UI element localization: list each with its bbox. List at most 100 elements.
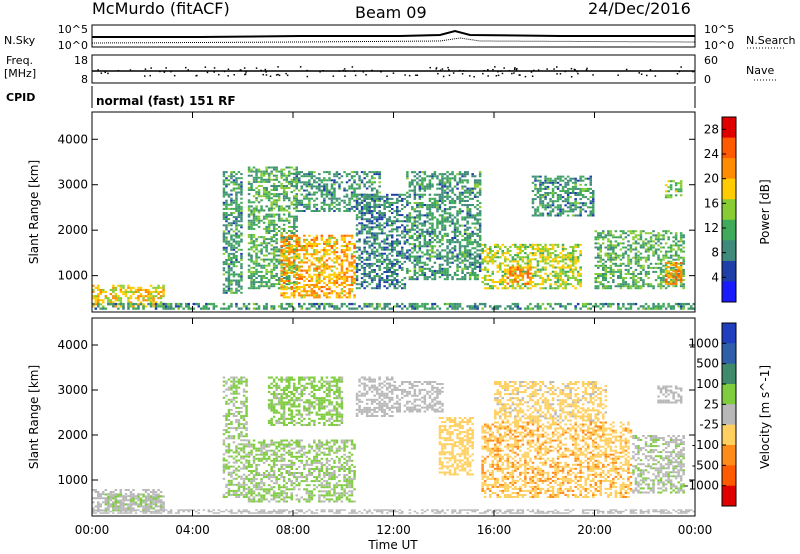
data-cell [476,185,479,188]
data-cell [227,214,231,216]
data-cell [624,250,628,253]
data-cell [380,197,384,200]
data-cell [300,305,303,308]
data-cell [368,171,371,174]
data-cell [483,274,487,277]
data-cell [466,181,469,184]
data-cell [330,269,334,272]
data-cell [282,230,286,232]
data-cell [406,216,409,219]
data-cell [288,238,291,241]
data-cell [247,219,251,222]
data-cell [539,185,542,188]
data-cell [298,255,301,258]
data-cell [576,302,580,306]
data-cell [524,262,527,265]
data-cell [280,168,283,171]
data-cell [247,180,251,183]
data-cell [315,279,319,282]
data-cell [358,222,361,225]
data-cell [491,285,494,288]
data-cell [360,171,364,174]
data-cell [235,173,238,176]
data-cell [521,276,525,279]
data-cell [509,285,512,288]
data-cell [514,274,517,277]
data-cell [257,168,261,171]
data-cell [370,197,374,200]
data-cell [235,287,238,290]
data-cell [257,262,261,265]
data-cell [265,227,268,230]
data-cell [682,307,685,310]
data-cell [365,226,369,229]
data-cell [551,183,555,186]
data-cell [483,250,487,253]
data-cell [391,264,394,267]
data-cell [285,180,288,183]
data-cell [458,261,462,264]
data-cell [576,270,580,273]
data-cell [288,275,291,277]
data-cell [441,210,444,213]
data-cell [411,307,414,310]
data-cell [549,214,552,217]
data-cell [295,266,298,269]
data-cell [516,260,520,263]
data-cell [290,288,293,291]
data-cell [619,234,623,237]
data-cell [152,303,155,306]
data-cell [350,191,354,194]
data-cell [393,228,396,231]
data-cell [295,171,298,174]
data-cell [443,278,447,281]
data-cell [476,232,479,235]
data-cell [293,189,296,192]
data-cell [516,274,520,277]
data-cell [556,208,560,211]
data-cell [403,277,407,280]
data-cell [330,183,334,186]
data-cell [418,171,422,174]
data-cell [315,253,319,256]
data-cell [288,263,291,266]
data-cell [554,185,557,188]
data-cell [393,285,396,288]
data-cell [222,307,226,310]
data-cell [461,175,464,178]
data-cell [280,238,283,241]
data-cell [589,175,592,178]
data-cell [386,279,389,282]
data-cell [451,220,454,223]
data-cell [624,307,628,310]
data-cell [569,245,572,248]
data-cell [431,307,434,310]
data-cell [597,285,600,288]
data-cell [282,286,286,289]
data-cell [401,262,404,265]
data-cell [478,187,482,190]
data-cell [534,214,537,217]
data-cell [282,294,286,297]
data-cell [476,276,479,279]
data-cell [516,307,520,310]
data-cell [94,297,97,300]
data-cell [185,305,188,308]
data-cell [559,274,562,277]
data-cell [571,181,575,184]
data-cell [288,219,291,222]
data-cell [559,305,562,308]
data-cell [300,199,303,202]
data-cell [406,230,409,233]
data-cell [609,273,613,275]
data-cell [652,307,655,310]
data-cell [438,230,442,233]
data-cell [609,287,613,290]
data-cell [285,286,288,289]
data-cell [119,301,123,304]
data-cell [396,197,399,200]
data-cell [247,236,251,239]
data-cell [473,257,477,260]
data-cell [571,192,575,194]
data-cell [541,214,545,217]
